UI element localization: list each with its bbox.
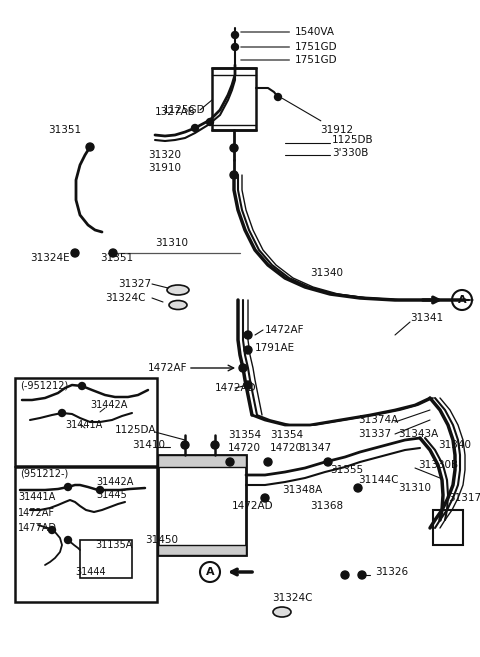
Circle shape [354,484,362,492]
Text: 31326: 31326 [375,567,408,577]
Circle shape [64,484,72,491]
Circle shape [59,409,65,417]
Circle shape [86,143,94,151]
Text: 31144C: 31144C [358,475,398,485]
Text: 31347: 31347 [298,443,331,453]
Ellipse shape [167,285,189,295]
Text: 1540VA: 1540VA [241,27,335,37]
Text: (951212-): (951212-) [20,468,68,478]
Text: 31310: 31310 [398,483,431,493]
Text: 31330B: 31330B [418,460,458,470]
Text: 31324E: 31324E [30,253,70,263]
Text: 1751GD: 1751GD [241,42,337,52]
Bar [212,68,256,130]
Text: 31337: 31337 [358,429,391,439]
Circle shape [181,441,189,449]
Bar [433,510,463,545]
Text: A: A [458,295,466,305]
Text: (-951212): (-951212) [20,380,68,390]
Ellipse shape [273,607,291,617]
Circle shape [244,346,252,354]
Text: 3'330B: 3'330B [332,148,368,158]
Text: 1751GD: 1751GD [241,55,337,65]
Text: 14720: 14720 [270,443,303,453]
Text: 31354: 31354 [228,430,261,440]
Circle shape [226,458,234,466]
Text: A: A [206,567,214,577]
Circle shape [192,124,199,131]
Bar [15,378,157,466]
Text: 31441A: 31441A [65,420,102,430]
Text: 31327: 31327 [118,279,151,289]
Text: 31310: 31310 [155,238,188,248]
Text: 31348A: 31348A [282,485,322,495]
Bar [15,467,157,602]
Text: 31340: 31340 [438,440,471,450]
Text: 31324C: 31324C [105,293,145,303]
Text: 31351: 31351 [48,125,81,135]
Circle shape [64,537,72,543]
Circle shape [79,382,85,390]
Circle shape [231,32,239,39]
Text: 31320: 31320 [148,150,181,160]
Text: 31340: 31340 [310,268,343,278]
Text: 31317C: 31317C [448,493,480,503]
Text: 1125DB: 1125DB [332,135,373,145]
Circle shape [206,118,214,125]
Text: 31351: 31351 [100,253,133,263]
Circle shape [264,458,272,466]
Text: 1472AD: 1472AD [215,383,257,393]
Text: 31444: 31444 [75,567,106,577]
Text: 31442A: 31442A [96,477,133,487]
Text: 1472AD: 1472AD [232,501,274,511]
Circle shape [239,364,247,372]
Circle shape [244,331,252,339]
Text: 31354: 31354 [270,430,303,440]
Text: 31445: 31445 [96,490,127,500]
Circle shape [324,458,332,466]
Text: 14720: 14720 [228,443,261,453]
Circle shape [109,249,117,257]
Circle shape [71,249,79,257]
Text: 1125GD: 1125GD [163,105,205,115]
Text: 31441A: 31441A [18,492,55,502]
Circle shape [358,571,366,579]
Text: 1472AF: 1472AF [18,508,55,518]
Text: 31355: 31355 [330,465,363,475]
Circle shape [261,494,269,502]
Text: 1791AE: 1791AE [255,343,295,353]
Text: 1125DA: 1125DA [115,425,156,435]
Bar [80,540,132,578]
Text: 31324C: 31324C [272,593,312,603]
Text: 31135A: 31135A [95,540,132,550]
Circle shape [230,144,238,152]
Text: 31341: 31341 [410,313,443,323]
Text: 31450: 31450 [145,535,178,545]
Text: 31368: 31368 [310,501,343,511]
Circle shape [244,381,252,389]
Text: 31912: 31912 [282,99,353,135]
Text: 1472AF: 1472AF [148,363,188,373]
Circle shape [275,93,281,101]
Circle shape [230,171,238,179]
Text: 31442A: 31442A [90,400,127,410]
Bar [158,545,246,555]
Circle shape [231,43,239,51]
Text: 1477AD: 1477AD [18,523,57,533]
Bar [158,455,246,467]
Text: 1472AF: 1472AF [265,325,304,335]
Text: 31410: 31410 [132,440,165,450]
Circle shape [96,486,104,493]
Circle shape [211,441,219,449]
Text: 31910: 31910 [148,163,181,173]
Text: 31374A: 31374A [358,415,398,425]
Text: 31343A: 31343A [398,429,438,439]
Ellipse shape [169,300,187,309]
Circle shape [48,526,56,533]
Circle shape [341,571,349,579]
Bar [158,455,246,555]
Text: 1327AB: 1327AB [155,107,196,117]
